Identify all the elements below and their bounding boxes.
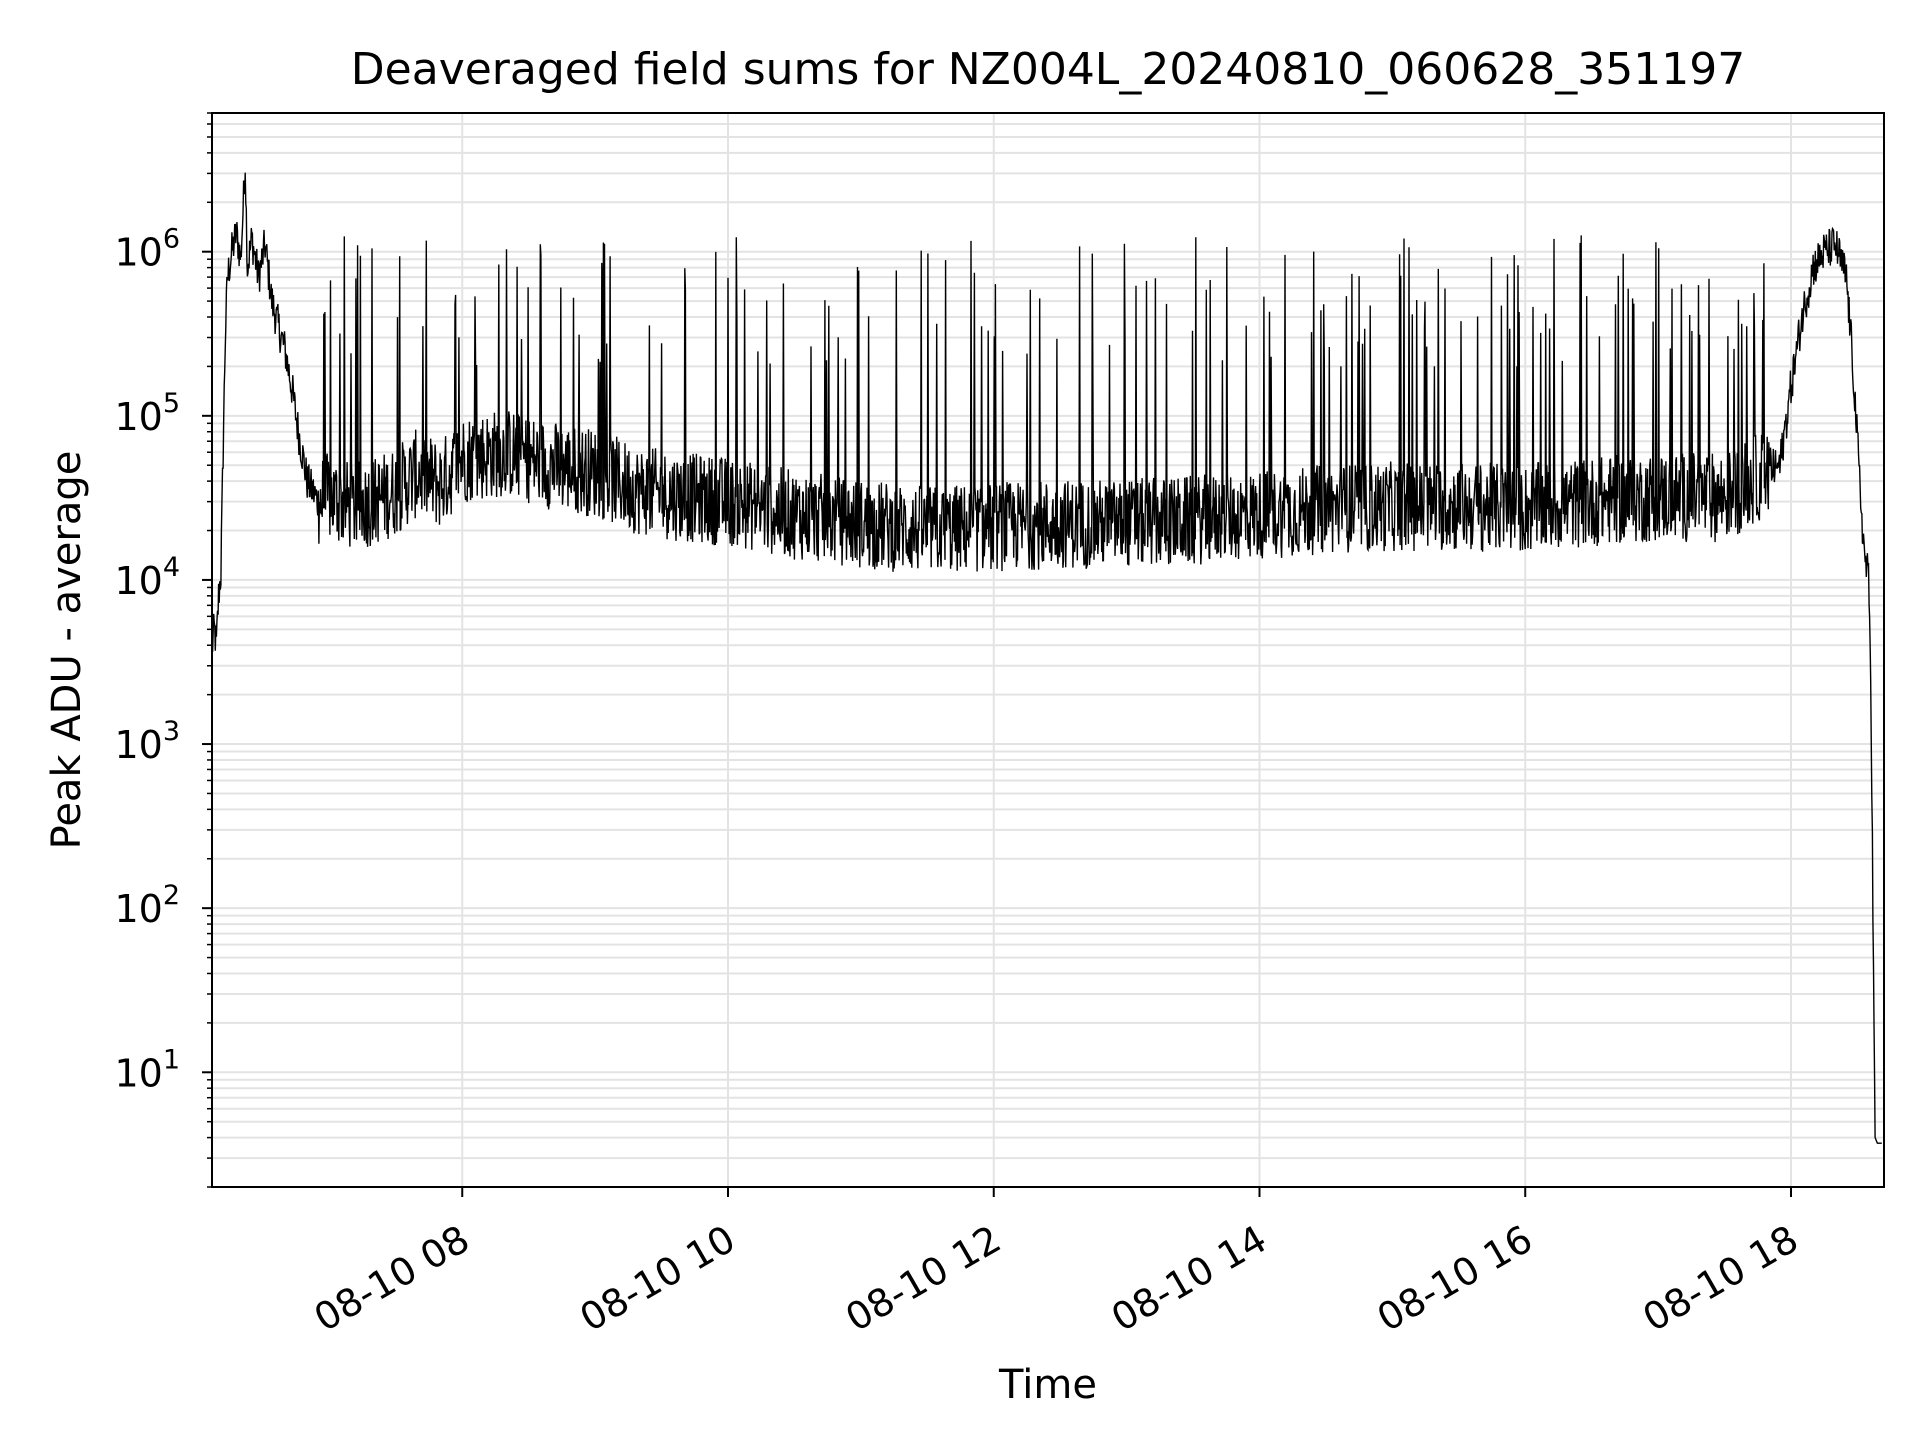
y-tick-exponent: 4 xyxy=(163,552,180,583)
series-layer xyxy=(211,172,1882,1144)
y-tick-label: 103 xyxy=(114,716,180,767)
y-tick-label: 102 xyxy=(114,880,180,931)
y-tick-label: 105 xyxy=(114,388,180,439)
y-tick-base: 10 xyxy=(114,723,162,767)
chart-title: Deaveraged field sums for NZ004L_2024081… xyxy=(351,44,1745,95)
y-tick-label: 106 xyxy=(114,224,180,275)
y-tick-exponent: 6 xyxy=(163,224,180,255)
y-tick-exponent: 1 xyxy=(163,1044,180,1075)
plot-frame xyxy=(211,112,1885,1188)
y-tick-base: 10 xyxy=(114,395,162,439)
y-tick-base: 10 xyxy=(114,231,162,275)
x-axis-label: Time xyxy=(998,1362,1097,1408)
y-tick-label: 101 xyxy=(114,1044,180,1095)
y-tick-exponent: 3 xyxy=(163,716,180,747)
y-tick-exponent: 5 xyxy=(163,388,180,419)
series-line xyxy=(211,172,1882,1144)
y-tick-base: 10 xyxy=(114,1051,162,1095)
y-tick-base: 10 xyxy=(114,559,162,603)
y-tick-base: 10 xyxy=(114,887,162,931)
y-tick-label: 104 xyxy=(114,552,180,603)
y-axis-label: Peak ADU - average xyxy=(44,451,90,850)
y-tick-exponent: 2 xyxy=(163,880,180,911)
